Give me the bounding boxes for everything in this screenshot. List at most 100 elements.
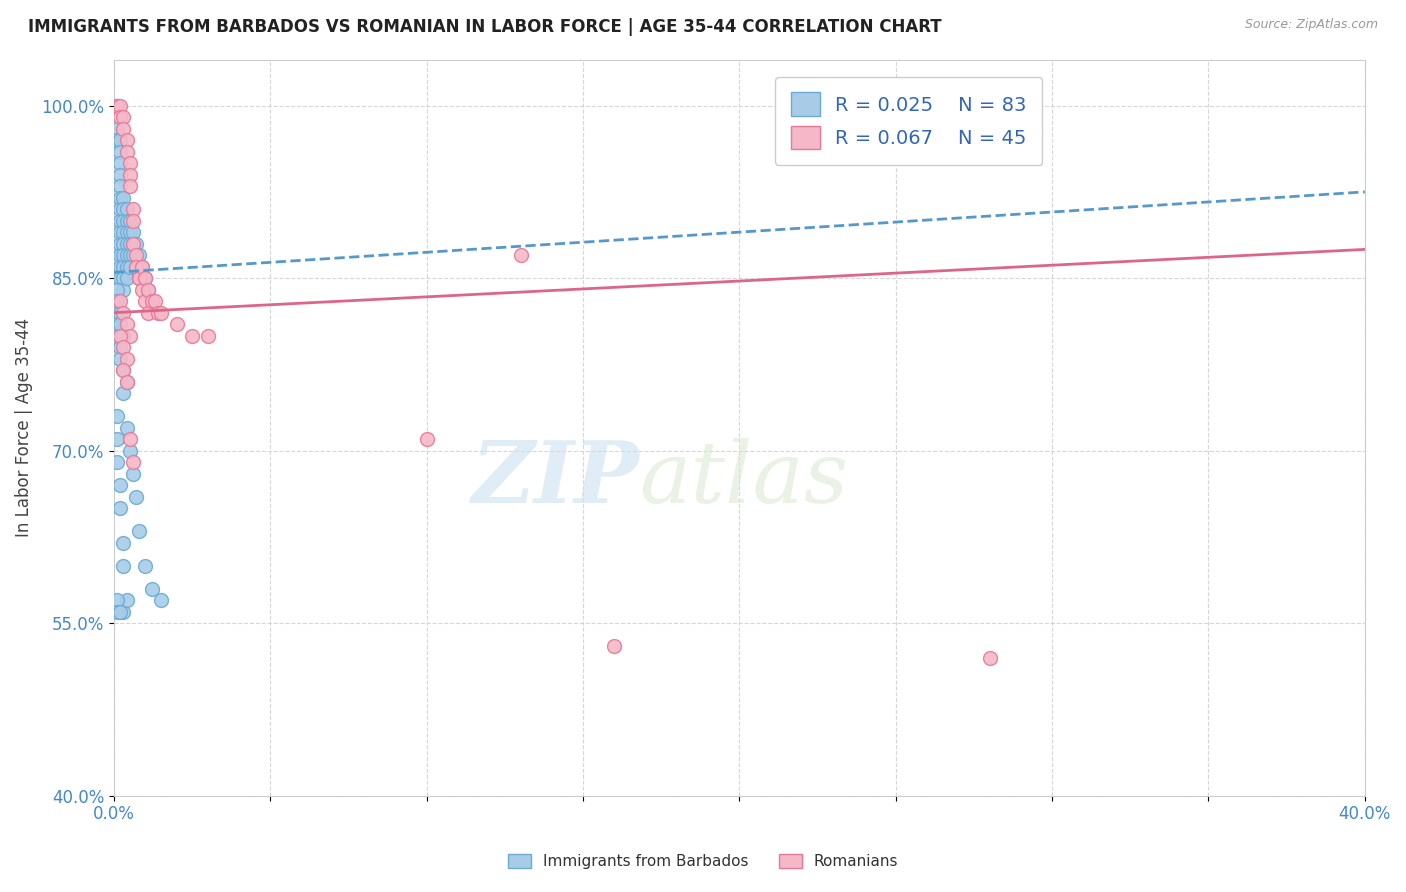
Point: [416, 432, 439, 446]
Point: [115, 248, 138, 262]
Point: [118, 248, 141, 262]
Point: [138, 306, 160, 320]
Point: [138, 283, 160, 297]
Point: [509, 248, 531, 262]
Point: [149, 593, 172, 607]
Point: [110, 248, 132, 262]
Point: [115, 271, 138, 285]
Point: [115, 593, 138, 607]
Text: ZIP: ZIP: [471, 437, 640, 521]
Point: [105, 328, 128, 343]
Point: [105, 283, 128, 297]
Point: [112, 363, 135, 377]
Point: [131, 260, 153, 274]
Point: [146, 306, 169, 320]
Point: [121, 213, 143, 227]
Point: [112, 202, 135, 216]
Text: IMMIGRANTS FROM BARBADOS VS ROMANIAN IN LABOR FORCE | AGE 35-44 CORRELATION CHAR: IMMIGRANTS FROM BARBADOS VS ROMANIAN IN …: [28, 18, 942, 36]
Point: [110, 98, 132, 112]
Point: [115, 145, 138, 159]
Y-axis label: In Labor Force | Age 35-44: In Labor Force | Age 35-44: [15, 318, 32, 537]
Point: [603, 639, 626, 653]
Point: [110, 191, 132, 205]
Legend: Immigrants from Barbados, Romanians: Immigrants from Barbados, Romanians: [502, 848, 904, 875]
Point: [110, 213, 132, 227]
Point: [112, 340, 135, 354]
Point: [105, 409, 128, 424]
Point: [197, 328, 219, 343]
Point: [110, 317, 132, 331]
Point: [118, 168, 141, 182]
Point: [110, 271, 132, 285]
Point: [125, 248, 148, 262]
Point: [110, 478, 132, 492]
Point: [112, 328, 135, 343]
Point: [121, 236, 143, 251]
Point: [118, 156, 141, 170]
Point: [110, 351, 132, 366]
Point: [121, 202, 143, 216]
Point: [141, 294, 163, 309]
Point: [118, 432, 141, 446]
Point: [112, 225, 135, 239]
Point: [134, 558, 156, 573]
Point: [134, 271, 156, 285]
Point: [138, 283, 160, 297]
Point: [112, 558, 135, 573]
Point: [110, 225, 132, 239]
Point: [110, 236, 132, 251]
Point: [110, 260, 132, 274]
Point: [110, 168, 132, 182]
Point: [115, 213, 138, 227]
Point: [105, 306, 128, 320]
Point: [112, 363, 135, 377]
Point: [112, 605, 135, 619]
Point: [110, 294, 132, 309]
Point: [166, 317, 188, 331]
Point: [110, 133, 132, 147]
Point: [110, 179, 132, 194]
Point: [115, 133, 138, 147]
Point: [118, 213, 141, 227]
Point: [149, 306, 172, 320]
Point: [110, 328, 132, 343]
Point: [105, 121, 128, 136]
Point: [105, 317, 128, 331]
Point: [118, 236, 141, 251]
Point: [105, 432, 128, 446]
Point: [121, 455, 143, 469]
Point: [105, 98, 128, 112]
Point: [121, 236, 143, 251]
Point: [128, 271, 150, 285]
Point: [110, 340, 132, 354]
Point: [112, 121, 135, 136]
Point: [112, 535, 135, 549]
Point: [105, 593, 128, 607]
Point: [110, 306, 132, 320]
Point: [128, 248, 150, 262]
Point: [105, 455, 128, 469]
Point: [110, 202, 132, 216]
Point: [131, 260, 153, 274]
Point: [121, 248, 143, 262]
Point: [128, 271, 150, 285]
Point: [128, 524, 150, 539]
Point: [105, 98, 128, 112]
Point: [128, 271, 150, 285]
Point: [141, 294, 163, 309]
Point: [112, 260, 135, 274]
Point: [110, 156, 132, 170]
Point: [115, 420, 138, 434]
Point: [112, 271, 135, 285]
Point: [121, 225, 143, 239]
Point: [112, 283, 135, 297]
Point: [110, 110, 132, 124]
Point: [112, 236, 135, 251]
Point: [112, 213, 135, 227]
Point: [141, 582, 163, 596]
Point: [112, 191, 135, 205]
Text: Source: ZipAtlas.com: Source: ZipAtlas.com: [1244, 18, 1378, 31]
Point: [115, 375, 138, 389]
Point: [143, 294, 166, 309]
Point: [125, 260, 148, 274]
